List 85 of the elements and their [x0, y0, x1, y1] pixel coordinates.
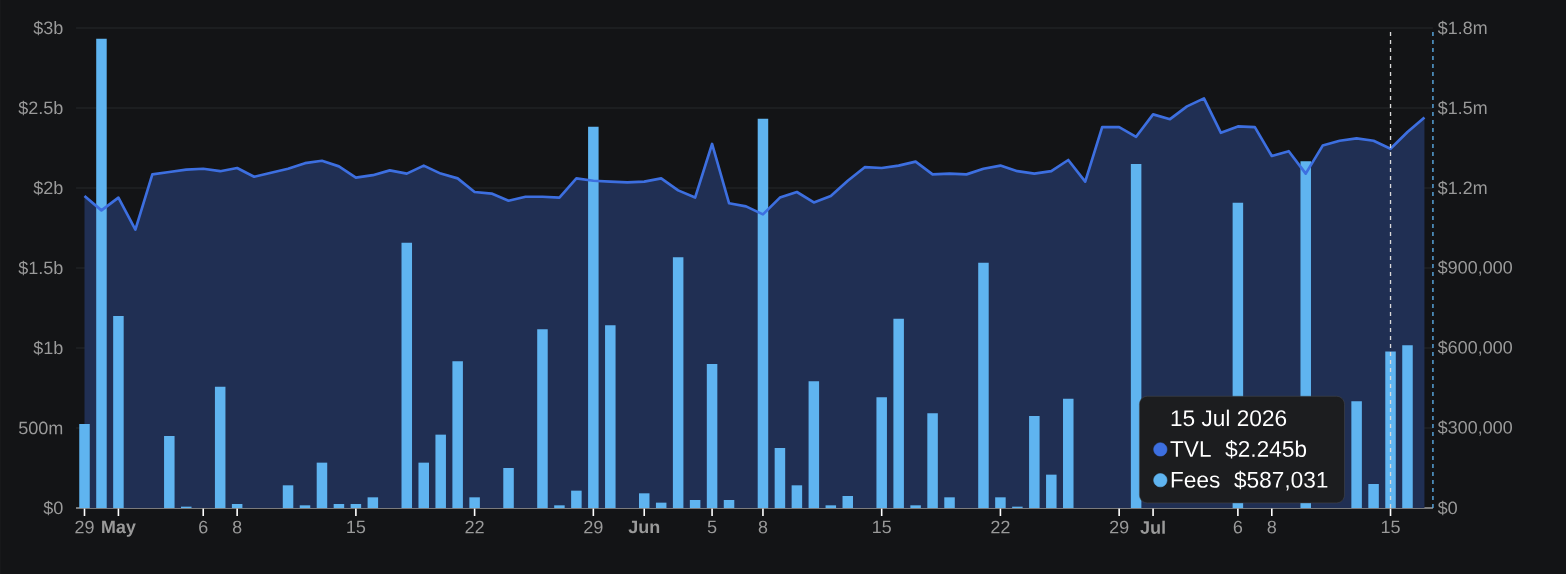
bar — [113, 315, 124, 508]
bar — [757, 118, 769, 508]
bar — [995, 497, 1006, 508]
x-tick-label: 8 — [232, 520, 242, 534]
bar — [1402, 345, 1413, 508]
x-tick-label: 15 — [347, 520, 366, 534]
bar — [299, 505, 311, 508]
y2-tick-label: $1.5m — [1437, 100, 1487, 116]
bar — [418, 462, 429, 508]
bar — [638, 493, 650, 508]
x-tick-label: 6 — [199, 520, 208, 534]
bar — [1130, 163, 1142, 508]
x-tick-label: Jul — [1140, 520, 1165, 534]
y-tick-label: 500m — [18, 421, 63, 435]
x-tick-label: 29 — [75, 520, 94, 534]
x-tick-label: May — [102, 520, 136, 537]
x-tick-label: Jun — [628, 520, 660, 534]
bar — [214, 386, 226, 508]
y-tick-label: $0 — [43, 500, 63, 516]
bar — [96, 38, 107, 508]
legend-label: TVL — [1170, 441, 1211, 457]
bar — [435, 434, 446, 508]
bar — [910, 505, 921, 508]
bar — [554, 505, 565, 508]
bar — [706, 363, 718, 508]
bar — [774, 447, 786, 508]
bar — [282, 485, 294, 508]
bar — [791, 485, 803, 508]
bar — [452, 361, 463, 508]
bar — [1385, 351, 1396, 508]
y2-tick-label: $300,000 — [1437, 420, 1513, 436]
x-tick-label: 15 — [1381, 520, 1400, 534]
legend-title: 15 Jul 2026 — [1171, 409, 1287, 427]
bar — [1046, 474, 1057, 508]
bar — [672, 257, 684, 508]
legend-label: Fees — [1171, 471, 1220, 488]
y-tick-label: $1.5b — [18, 260, 63, 276]
y2-tick-label: $0 — [1437, 500, 1457, 516]
bar — [723, 499, 735, 508]
bar — [605, 325, 616, 508]
x-tick-label: 22 — [991, 520, 1010, 534]
bar — [164, 435, 175, 508]
annotation: $2.245b — [1225, 440, 1307, 459]
bar — [944, 497, 955, 508]
bar — [367, 497, 379, 508]
x-tick-label: 8 — [758, 520, 768, 534]
bar — [927, 413, 938, 508]
annotation: $587,031 — [1234, 470, 1328, 491]
bar — [333, 503, 345, 508]
y2-tick-label: $1.2m — [1437, 180, 1487, 196]
bar — [876, 397, 887, 508]
y2-tick-label: $900,000 — [1437, 260, 1513, 276]
bar — [231, 503, 243, 508]
bar — [79, 423, 90, 508]
x-tick-label: 29 — [1110, 520, 1129, 534]
bar — [1351, 401, 1362, 508]
bar — [1368, 483, 1379, 508]
x-tick-label: 22 — [465, 520, 484, 534]
y-tick-label: $2b — [33, 180, 63, 196]
bar — [588, 126, 599, 508]
x-tick-label: 8 — [1267, 520, 1277, 534]
bar — [316, 462, 328, 508]
y-tick-label: $2.5b — [18, 100, 63, 116]
x-tick-label: 15 — [873, 520, 891, 534]
bar — [469, 497, 480, 508]
y2-tick-label: $1.8m — [1437, 20, 1487, 36]
bar — [842, 495, 854, 508]
bar — [1063, 398, 1074, 508]
x-tick-label: 5 — [707, 520, 717, 534]
y-tick-label: $3b — [33, 20, 63, 36]
bar — [537, 329, 548, 508]
bar — [503, 467, 514, 508]
bar — [571, 490, 582, 508]
bar — [825, 505, 837, 508]
bar — [978, 262, 989, 508]
bar — [808, 381, 820, 508]
bar — [401, 242, 413, 508]
y2-tick-label: $600,000 — [1437, 340, 1513, 356]
x-tick-label: 29 — [584, 520, 603, 534]
bar — [893, 318, 904, 508]
bar — [1029, 415, 1040, 508]
bar — [350, 503, 362, 508]
y-tick-label: $1b — [33, 340, 63, 356]
bar — [689, 499, 701, 508]
x-tick-label: 6 — [1233, 520, 1243, 534]
